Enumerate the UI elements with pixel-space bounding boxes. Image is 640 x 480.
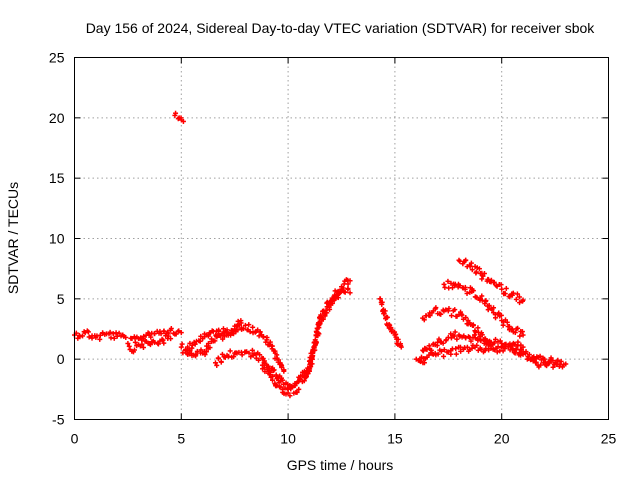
series-track-n — [456, 257, 526, 306]
series-track-a — [72, 328, 129, 342]
x-axis-label: GPS time / hours — [287, 457, 394, 473]
x-tick-label: 5 — [177, 431, 185, 447]
y-tick-label: 5 — [57, 291, 65, 307]
series-track-f — [178, 318, 244, 359]
data-points — [72, 110, 569, 399]
y-tick-label: 15 — [49, 170, 65, 186]
x-tick-label: 10 — [280, 431, 296, 447]
series-track-d — [172, 110, 186, 124]
y-tick-label: 0 — [57, 351, 65, 367]
chart-title: Day 156 of 2024, Sidereal Day-to-day VTE… — [86, 20, 596, 36]
series-track-m — [441, 278, 526, 339]
series-track-q — [524, 354, 562, 370]
x-tick-label: 25 — [601, 431, 617, 447]
x-tick-label: 20 — [494, 431, 510, 447]
y-tick-label: 10 — [49, 231, 65, 247]
x-tick-label: 0 — [71, 431, 79, 447]
series-track-c — [127, 333, 174, 355]
series-track-b — [125, 325, 184, 349]
plot-frame — [74, 57, 609, 420]
series-track-l — [420, 305, 494, 349]
y-axis-label: SDTVAR / TECUs — [5, 182, 21, 294]
series-track-p — [509, 346, 569, 370]
series-track-j — [377, 296, 404, 350]
x-tick-label: 15 — [387, 431, 403, 447]
axis-ticks: 0 5 10 15 20 25 -5 0 5 10 15 20 25 — [49, 50, 617, 447]
grid — [74, 57, 609, 420]
y-tick-label: 20 — [49, 110, 65, 126]
y-tick-label: 25 — [49, 50, 65, 66]
y-tick-label: -5 — [52, 412, 65, 428]
series-track-i — [296, 286, 353, 382]
